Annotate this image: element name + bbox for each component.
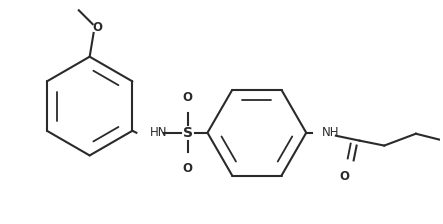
Text: O: O: [183, 162, 193, 175]
Text: O: O: [183, 91, 193, 104]
Text: HN: HN: [150, 126, 168, 139]
Text: NH: NH: [322, 126, 339, 139]
Text: O: O: [340, 170, 350, 183]
Text: O: O: [93, 21, 103, 34]
Text: S: S: [183, 126, 193, 140]
